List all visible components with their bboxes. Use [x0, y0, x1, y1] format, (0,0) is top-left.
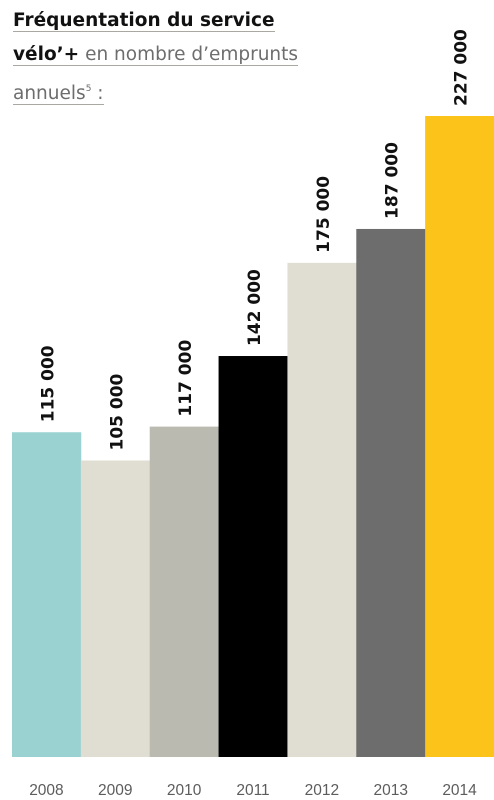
value-label-2012: 175 000	[314, 176, 334, 253]
category-label-2014: 2014	[442, 782, 477, 799]
bar-2008	[12, 432, 82, 757]
title-line-1: Fréquentation du service	[13, 2, 333, 36]
category-label-2012: 2012	[305, 782, 339, 799]
footnote-marker: 5	[85, 84, 92, 94]
category-label-2011: 2011	[236, 782, 269, 799]
bar-2012	[287, 262, 357, 757]
value-label-2014: 227 000	[452, 29, 472, 106]
value-label-2008: 115 000	[38, 345, 58, 422]
title-line-2: vélo’+ en nombre d’emprunts	[13, 36, 333, 70]
category-label-2009: 2009	[98, 782, 132, 799]
bar-2009	[80, 460, 151, 757]
bar-2013	[356, 228, 426, 757]
value-label-2011: 142 000	[245, 269, 265, 346]
title-subtitle: en nombre d’emprunts	[79, 44, 299, 65]
bar-2010	[149, 426, 219, 757]
value-label-2010: 117 000	[176, 340, 196, 417]
title-service-name: vélo’+	[13, 44, 80, 65]
title-colon: :	[91, 83, 104, 104]
chart-title: Fréquentation du service vélo’+ en nombr…	[13, 2, 333, 105]
title-line-3-text: annuels5 :	[13, 83, 104, 105]
value-label-2009: 105 000	[107, 373, 127, 450]
category-label-2013: 2013	[373, 782, 407, 799]
category-label-2010: 2010	[167, 782, 202, 799]
title-annuels: annuels	[13, 83, 86, 104]
value-label-2013: 187 000	[383, 142, 403, 219]
title-line-3: annuels5 :	[13, 70, 333, 105]
category-label-2008: 2008	[29, 782, 63, 799]
title-line-2-text: vélo’+ en nombre d’emprunts	[13, 44, 299, 66]
title-text-bold: Fréquentation du service	[13, 10, 275, 32]
bar-2011	[218, 356, 288, 757]
bar-2014	[425, 116, 494, 757]
